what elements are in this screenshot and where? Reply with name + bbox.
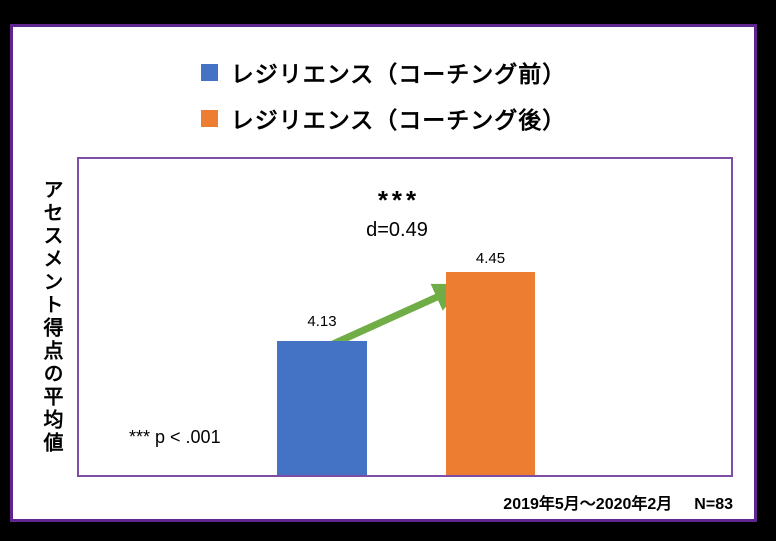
significance-stars: *** <box>377 185 421 215</box>
bar-value-label-pre: 4.13 <box>307 313 337 330</box>
y-axis-title: アセスメント得点の平均値 <box>40 179 62 455</box>
plot-area: *** d=0.49 4.13 4.45 *** p < .001 <box>77 157 733 477</box>
effect-size-label: d=0.49 <box>366 219 428 241</box>
bar-value-label-post: 4.45 <box>475 250 506 267</box>
chart-frame: レジリエンス（コーチング前） レジリエンス（コーチング後） アセスメント得点の平… <box>10 24 757 522</box>
bar-pre-coaching <box>277 341 367 475</box>
legend: レジリエンス（コーチング前） レジリエンス（コーチング後） <box>13 55 754 135</box>
legend-item-pre-coaching: レジリエンス（コーチング前） <box>200 55 567 89</box>
sample-size: N=83 <box>694 496 733 513</box>
legend-swatch-post-icon <box>200 109 218 127</box>
legend-item-post-coaching: レジリエンス（コーチング後） <box>200 101 567 135</box>
legend-label-pre: レジリエンス（コーチング前） <box>230 61 567 87</box>
study-period: 2019年5月～2020年2月 <box>503 496 673 513</box>
bar-post-coaching <box>446 272 535 475</box>
legend-label-post: レジリエンス（コーチング後） <box>230 107 567 133</box>
p-value-note: *** p < .001 <box>129 427 221 447</box>
footer-caption: 2019年5月～2020年2月 N=83 <box>503 490 733 514</box>
legend-swatch-pre-icon <box>200 63 218 81</box>
